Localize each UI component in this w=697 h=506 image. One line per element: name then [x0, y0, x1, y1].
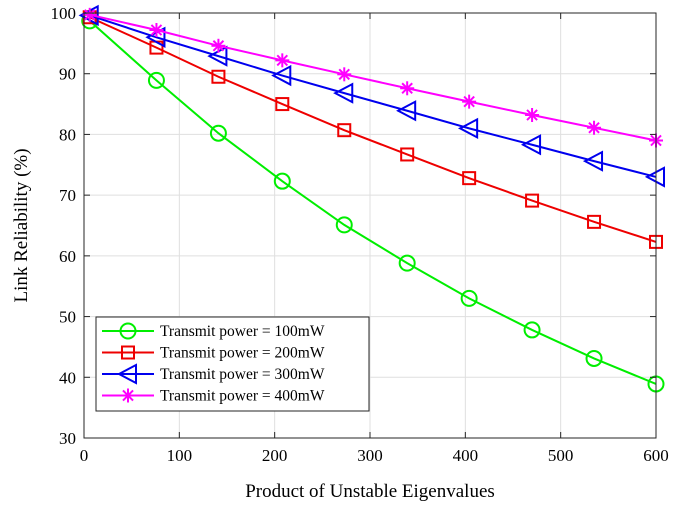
series-line — [89, 16, 657, 243]
series-line — [89, 14, 657, 178]
legend-marker — [121, 345, 135, 360]
data-point — [275, 53, 290, 68]
data-point — [149, 23, 164, 37]
y-tick-label: 40 — [59, 368, 76, 387]
legend-marker — [121, 388, 135, 403]
data-point — [82, 7, 97, 22]
x-tick-label: 100 — [167, 446, 193, 465]
data-point — [585, 349, 603, 367]
data-point — [273, 172, 291, 190]
x-axis-label: Product of Unstable Eigenvalues — [245, 481, 495, 502]
series-2 — [82, 10, 663, 249]
y-tick-label: 60 — [59, 247, 76, 266]
data-point — [209, 124, 227, 142]
series-4 — [82, 7, 663, 148]
x-tick-label: 0 — [80, 446, 89, 465]
y-tick-label: 90 — [59, 65, 76, 84]
data-point — [211, 69, 226, 84]
legend-marker — [116, 363, 137, 385]
data-point — [525, 108, 540, 122]
data-point — [462, 171, 477, 186]
grid — [83, 12, 657, 439]
data-point — [587, 214, 602, 229]
legend-marker — [119, 322, 137, 340]
data-point — [335, 216, 353, 234]
y-axis-label: Link Reliability (%) — [11, 148, 32, 302]
legend-item: Transmit power = 100mW — [102, 322, 325, 340]
legend-label: Transmit power = 100mW — [160, 323, 325, 340]
legend-label: Transmit power = 300mW — [160, 366, 325, 383]
data-point — [398, 254, 416, 272]
data-point — [462, 94, 477, 109]
y-tick-label: 50 — [59, 308, 76, 327]
legend-item: Transmit power = 400mW — [102, 388, 325, 405]
axis-ticks: 0 100 200 300 400 500 600 30 40 50 60 70 80 90 100 — [51, 4, 669, 465]
data-point — [333, 82, 354, 104]
data-point — [275, 97, 290, 112]
legend-item: Transmit power = 200mW — [102, 345, 325, 362]
x-tick-label: 200 — [262, 446, 288, 465]
x-tick-label: 500 — [548, 446, 574, 465]
data-point — [337, 123, 352, 138]
legend-item: Transmit power = 300mW — [102, 363, 325, 385]
data-point — [587, 120, 602, 135]
data-point — [525, 193, 540, 208]
data-point — [520, 134, 542, 156]
data-point — [337, 67, 352, 82]
data-point — [460, 289, 478, 307]
x-tick-label: 600 — [643, 446, 669, 465]
series-line — [89, 13, 657, 142]
y-tick-label: 30 — [59, 429, 76, 448]
y-tick-label: 100 — [51, 4, 77, 23]
legend-label: Transmit power = 400mW — [160, 388, 325, 405]
data-point — [400, 81, 415, 96]
data-point — [271, 64, 292, 87]
data-point — [211, 38, 226, 53]
y-tick-label: 80 — [59, 125, 76, 144]
data-point — [458, 117, 479, 140]
x-tick-label: 300 — [357, 446, 383, 465]
series-line — [89, 20, 657, 385]
legend-label: Transmit power = 200mW — [160, 345, 325, 362]
legend: Transmit power = 100mW Transmit power = 2… — [95, 316, 370, 412]
plot-series — [78, 4, 665, 393]
data-point — [400, 147, 415, 162]
x-tick-label: 400 — [453, 446, 479, 465]
y-tick-label: 70 — [59, 186, 76, 205]
data-point — [396, 100, 417, 122]
data-point — [147, 71, 165, 89]
data-point — [582, 150, 604, 172]
data-point — [523, 321, 541, 339]
